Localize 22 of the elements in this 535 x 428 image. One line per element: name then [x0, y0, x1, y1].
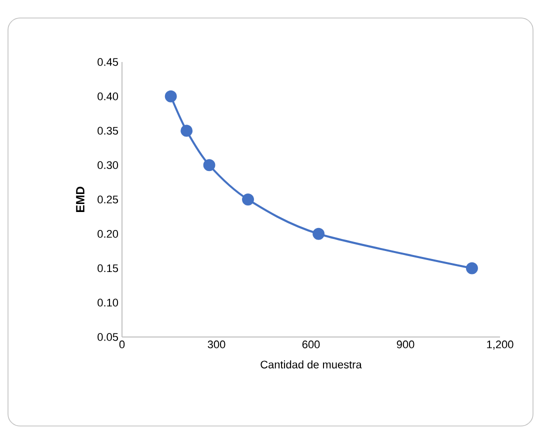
y-tick-label: 0.30: [98, 161, 118, 170]
point: [180, 124, 193, 137]
point: [242, 194, 254, 206]
y-tick-label: 0.35: [98, 126, 118, 135]
point: [312, 228, 325, 240]
x-axis-title: Cantidad de muestra: [260, 360, 362, 368]
point: [466, 262, 478, 274]
x-tick-label: 300: [208, 340, 226, 348]
y-tick-label: 0.10: [98, 298, 118, 307]
y-tick-label: 0.20: [98, 230, 118, 238]
y-tick-label: 0.40: [98, 92, 118, 100]
y-tick-label: 0.45: [98, 58, 118, 66]
y-tick-label: 0.05: [98, 333, 118, 341]
x-tick-label: 0: [119, 340, 125, 348]
x-tick-label: 600: [302, 340, 320, 348]
x-tick-label: 900: [396, 340, 414, 348]
y-tick-label: 0.15: [98, 264, 118, 272]
y-axis-title: EMD: [76, 186, 84, 212]
point: [164, 90, 177, 102]
point: [203, 159, 216, 172]
y-tick-label: 0.25: [98, 196, 118, 204]
x-tick-label: 1,200: [487, 340, 514, 350]
